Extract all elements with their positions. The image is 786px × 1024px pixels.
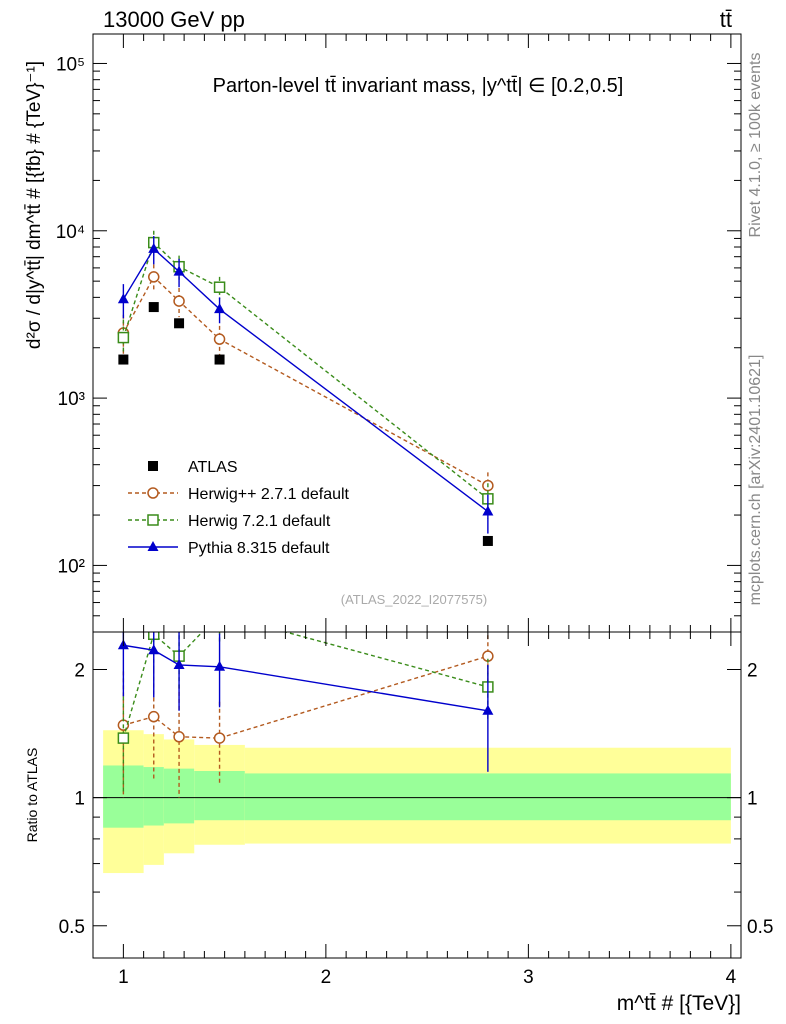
legend-label: Herwig++ 2.7.1 default	[188, 486, 350, 503]
data-point	[118, 354, 129, 365]
side-label-top: Rivet 4.1.0, ≥ 100k events	[747, 53, 764, 238]
series-pythia-8-315-default	[117, 236, 494, 534]
series-atlas	[118, 302, 493, 546]
plot-title: Parton-level tt̄ invariant mass, |y^tt̄|…	[213, 75, 624, 97]
header-right-label: tt̄	[720, 7, 732, 32]
x-axis-label: m^tt̄ # [{TeV}]	[617, 992, 741, 1015]
main-y-axis-label: d²σ / d|y^tt̄| dm^tt̄ # [{fb} # {TeV}⁻¹]	[24, 61, 45, 349]
data-point	[213, 281, 226, 293]
ratio-y-axis-label: Ratio to ATLAS	[24, 748, 40, 843]
header-left-label: 13000 GeV pp	[103, 7, 245, 32]
uncertainty-bands	[103, 730, 731, 874]
data-point	[117, 293, 129, 304]
data-point	[174, 318, 185, 329]
data-point	[214, 660, 226, 671]
data-point	[482, 704, 494, 715]
data-point	[482, 535, 493, 546]
data-point	[215, 609, 225, 619]
data-point	[213, 732, 226, 744]
legend-label: Herwig 7.2.1 default	[188, 513, 331, 530]
legend-marker	[148, 461, 158, 471]
x-tick-label: 3	[523, 967, 534, 988]
inner-band-bin	[194, 771, 245, 821]
data-point	[117, 732, 130, 744]
data-point	[148, 242, 160, 253]
legend-entry-herwig-2-7-1-default: Herwig++ 2.7.1 default	[128, 486, 350, 503]
data-point	[117, 331, 130, 344]
y-tick-label: 0.5	[59, 917, 85, 938]
plot-frame	[92, 631, 742, 959]
y-tick-label: 10²	[58, 556, 85, 577]
legend-marker	[147, 487, 159, 499]
legend-entry-pythia-8-315-default: Pythia 8.315 default	[128, 540, 330, 557]
main-plot-panel: Parton-level tt̄ invariant mass, |y^tt̄|…	[24, 33, 742, 633]
legend-entry-herwig-7-2-1-default: Herwig 7.2.1 default	[128, 513, 331, 530]
y-tick-label: 10⁵	[56, 54, 85, 75]
x-tick-label: 2	[321, 967, 332, 988]
side-label-bottom: mcplots.cern.ch [arXiv:2401.10621]	[747, 355, 764, 606]
data-point	[148, 302, 159, 313]
ratio-plot-panel: Ratio to ATLAS m^tt̄ # [{TeV}] 0.5 0.5 1 1 2…	[24, 609, 773, 1015]
data-point	[173, 731, 185, 743]
series-line	[122, 241, 489, 500]
data-point	[148, 710, 160, 723]
data-point	[173, 265, 185, 276]
y-tick-label: 10⁴	[56, 222, 85, 243]
legend-marker	[147, 541, 159, 551]
y-tick-label-right: 0.5	[747, 917, 773, 938]
series-line	[122, 275, 489, 487]
legend-label: ATLAS	[188, 459, 238, 476]
inner-band-bin	[244, 773, 731, 821]
data-point	[214, 303, 226, 314]
y-tick-label: 10³	[58, 389, 85, 410]
x-tick-label: 1	[118, 967, 129, 988]
series-herwig-2-7-1-default	[117, 264, 494, 502]
data-point	[214, 354, 225, 365]
data-point	[482, 505, 494, 516]
legend: ATLAS Herwig++ 2.7.1 default Herwig 7.2.1 …	[128, 459, 350, 557]
legend-marker	[147, 514, 159, 526]
series-line	[122, 247, 489, 513]
y-tick-label: 2	[74, 661, 85, 682]
data-point	[148, 644, 160, 655]
legend-label: Pythia 8.315 default	[188, 540, 330, 557]
y-tick-label: 1	[74, 789, 85, 810]
inner-band-bin	[143, 767, 164, 826]
analysis-tag: (ATLAS_2022_I2077575)	[341, 592, 487, 607]
y-tick-label-right: 1	[747, 789, 758, 810]
data-point	[213, 333, 226, 345]
y-tick-label-right: 2	[747, 661, 758, 682]
x-tick-label: 4	[726, 967, 737, 988]
legend-entry-atlas: ATLAS	[148, 459, 238, 476]
data-point	[148, 271, 160, 283]
data-point	[173, 658, 185, 669]
series-pythia-8-315-default	[117, 632, 494, 772]
data-point	[173, 295, 185, 307]
